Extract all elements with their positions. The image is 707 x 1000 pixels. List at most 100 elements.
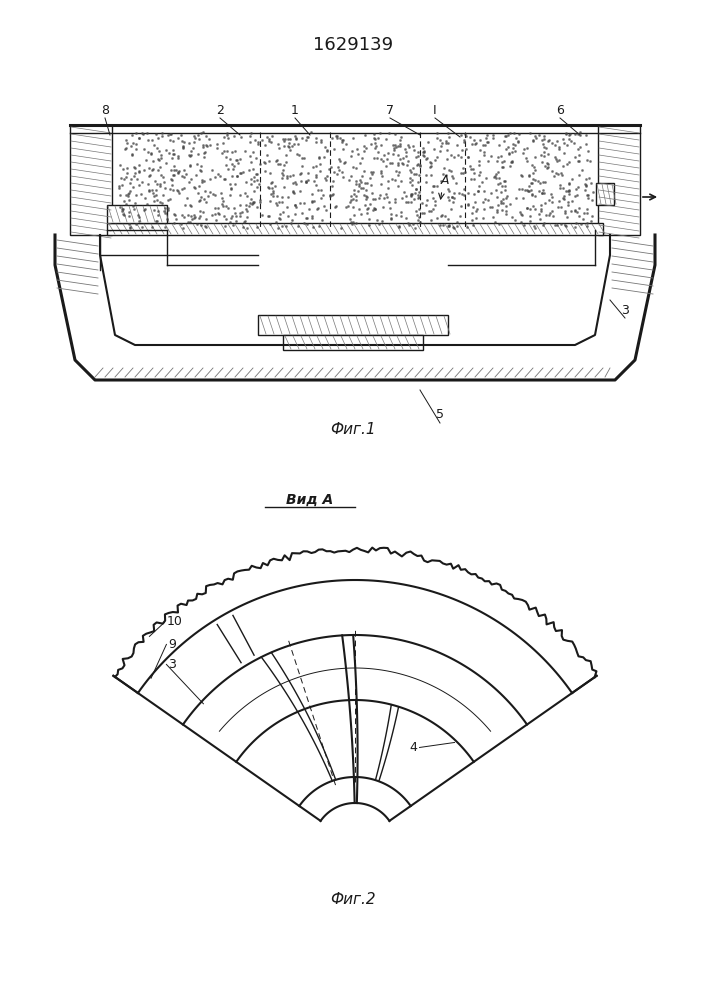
Point xyxy=(513,126,525,142)
Point xyxy=(509,143,520,159)
Point xyxy=(127,127,138,143)
Point xyxy=(402,194,414,210)
Point xyxy=(443,192,455,208)
Point xyxy=(257,207,268,223)
Text: Вид A: Вид A xyxy=(286,493,334,507)
Point xyxy=(206,207,217,223)
Point xyxy=(520,150,531,166)
Point xyxy=(499,178,510,194)
Point xyxy=(355,206,366,222)
Point xyxy=(295,165,306,181)
Point xyxy=(544,132,555,148)
Point xyxy=(483,153,494,169)
Point xyxy=(156,128,168,144)
Point xyxy=(248,173,259,189)
Point xyxy=(278,157,289,173)
Point xyxy=(539,131,550,147)
Point xyxy=(291,199,302,215)
Point xyxy=(351,176,362,192)
Point xyxy=(224,176,235,192)
Point xyxy=(172,150,183,166)
Bar xyxy=(107,223,603,235)
Point xyxy=(580,178,591,194)
Point xyxy=(512,133,523,149)
Point xyxy=(389,194,400,210)
Point xyxy=(443,189,454,205)
Point xyxy=(219,171,230,187)
Point xyxy=(402,215,414,231)
Point xyxy=(198,191,209,207)
Point xyxy=(178,162,189,178)
Point xyxy=(581,201,592,217)
Point xyxy=(168,162,180,178)
Point xyxy=(392,178,404,194)
Point xyxy=(199,144,211,160)
Point xyxy=(505,158,516,174)
Point xyxy=(272,220,284,236)
Point xyxy=(214,206,225,222)
Point xyxy=(443,135,454,151)
Point xyxy=(555,199,566,215)
Point xyxy=(315,134,326,150)
Point xyxy=(289,174,300,190)
Point xyxy=(117,203,128,219)
Point xyxy=(491,204,503,220)
Point xyxy=(202,188,214,204)
Point xyxy=(570,126,581,142)
Point xyxy=(296,173,307,189)
Point xyxy=(340,199,351,215)
Point xyxy=(516,167,527,183)
Point xyxy=(226,180,237,196)
Point xyxy=(224,214,235,230)
Point xyxy=(138,202,149,218)
Point xyxy=(144,182,155,198)
Point xyxy=(388,140,399,156)
Point xyxy=(387,146,399,162)
Point xyxy=(566,203,577,219)
Point xyxy=(331,198,342,214)
Point xyxy=(479,201,490,217)
Point xyxy=(367,202,378,218)
Point xyxy=(569,188,580,204)
Point xyxy=(281,168,293,184)
Point xyxy=(144,168,155,184)
Point xyxy=(467,161,479,177)
Point xyxy=(288,184,299,200)
Point xyxy=(204,184,216,200)
Point xyxy=(150,173,161,189)
Point xyxy=(214,168,226,184)
Point xyxy=(158,203,170,219)
Point xyxy=(160,155,172,171)
Point xyxy=(573,200,584,216)
Point xyxy=(539,174,551,190)
Point xyxy=(439,160,450,176)
Point xyxy=(538,185,549,201)
Point xyxy=(194,162,206,178)
Point xyxy=(178,134,189,150)
Point xyxy=(410,149,421,165)
Point xyxy=(405,187,416,203)
Point xyxy=(497,191,508,207)
Point xyxy=(151,192,163,208)
Point xyxy=(176,133,187,149)
Point xyxy=(189,130,201,146)
Point xyxy=(234,187,245,203)
Point xyxy=(508,140,519,156)
Point xyxy=(465,161,477,177)
Point xyxy=(224,151,235,167)
Point xyxy=(226,208,238,224)
Point xyxy=(228,158,240,174)
Point xyxy=(491,202,503,218)
Point xyxy=(310,169,322,185)
Point xyxy=(245,148,256,164)
Point xyxy=(168,182,179,198)
Point xyxy=(121,160,132,176)
Point xyxy=(457,186,468,202)
Point xyxy=(165,162,177,178)
Point xyxy=(133,164,144,180)
Point xyxy=(277,131,288,147)
Point xyxy=(375,163,386,179)
Point xyxy=(114,178,125,194)
Point xyxy=(441,151,452,167)
Point xyxy=(544,207,555,223)
